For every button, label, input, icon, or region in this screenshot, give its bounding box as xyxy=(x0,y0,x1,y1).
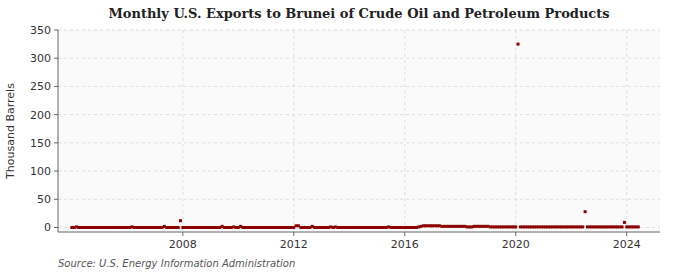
grid-line xyxy=(58,142,660,143)
tick-label: 50 xyxy=(37,193,51,206)
tick-mark xyxy=(182,232,183,236)
point xyxy=(637,225,640,228)
grid-line xyxy=(58,58,660,59)
tick-mark xyxy=(54,86,58,87)
tick-label: 200 xyxy=(30,109,51,122)
point xyxy=(581,225,584,228)
point xyxy=(179,219,182,222)
tick-label: 300 xyxy=(30,52,51,65)
tick-label: 2024 xyxy=(613,238,641,251)
tick-label: 2016 xyxy=(391,238,419,251)
grid-line xyxy=(58,30,660,31)
tick-label: 2020 xyxy=(502,238,530,251)
title: Monthly U.S. Exports to Brunei of Crude … xyxy=(108,6,609,21)
point xyxy=(177,226,180,229)
grid-line xyxy=(626,30,627,232)
chart: 0 50 100 150 200 250 300 350 2008 2012 2016 2020 202… xyxy=(0,0,675,275)
source: Source: U.S. Energy Information Administ… xyxy=(58,258,295,269)
point xyxy=(621,225,624,228)
grid-line xyxy=(515,30,516,232)
tick-mark xyxy=(293,232,294,236)
y-axis-label: Thousand Barrels xyxy=(4,83,17,180)
grid-line xyxy=(404,30,405,232)
grid-line xyxy=(58,114,660,115)
tick-mark xyxy=(404,232,405,236)
x-axis-line xyxy=(58,232,660,233)
tick-label: 2012 xyxy=(280,238,308,251)
tick-mark xyxy=(54,171,58,172)
tick-mark xyxy=(54,199,58,200)
grid-line xyxy=(58,171,660,172)
tick-mark xyxy=(54,142,58,143)
plot-area xyxy=(58,30,660,232)
tick-label: 0 xyxy=(44,221,51,234)
tick-mark xyxy=(54,58,58,59)
tick-mark xyxy=(54,30,58,31)
tick-label: 150 xyxy=(30,137,51,150)
grid-line xyxy=(182,30,183,232)
points xyxy=(70,43,639,229)
y-axis-line xyxy=(58,30,59,232)
grid xyxy=(58,30,660,232)
point xyxy=(514,225,517,228)
tick-label: 2008 xyxy=(169,238,197,251)
tick-mark xyxy=(54,227,58,228)
point xyxy=(517,43,520,46)
tick-mark xyxy=(515,232,516,236)
point xyxy=(584,210,587,213)
grid-line xyxy=(58,199,660,200)
tick-label: 100 xyxy=(30,165,51,178)
tick-label: 250 xyxy=(30,80,51,93)
tick-mark xyxy=(626,232,627,236)
point xyxy=(623,221,626,224)
tick-label: 350 xyxy=(30,24,51,37)
grid-line xyxy=(293,30,294,232)
tick-mark xyxy=(54,114,58,115)
grid-line xyxy=(58,86,660,87)
